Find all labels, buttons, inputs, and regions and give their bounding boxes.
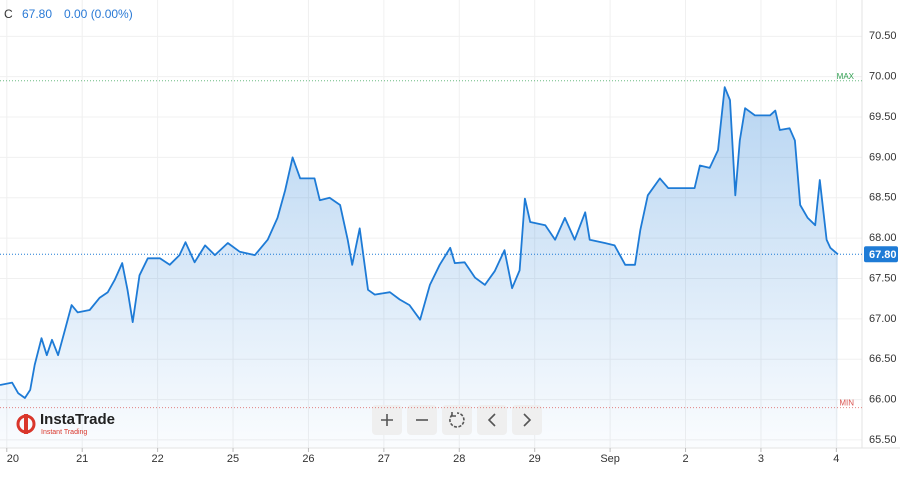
y-tick-label: 67.00	[869, 313, 897, 325]
y-tick-label: 67.50	[869, 272, 897, 284]
zoom-controls	[372, 405, 542, 435]
y-tick-label: 68.50	[869, 192, 897, 204]
logo-name: InstaTrade	[40, 411, 115, 428]
scroll-left-button[interactable]	[477, 405, 507, 435]
symbol: C	[4, 7, 13, 21]
zoom-in-button[interactable]	[372, 405, 402, 435]
max-line-label: MAX	[837, 72, 855, 81]
y-tick-label: 69.50	[869, 111, 897, 123]
x-tick-label: 2	[682, 453, 688, 465]
last-price-tag	[864, 246, 898, 263]
x-tick-label: 4	[833, 453, 839, 465]
logo: InstaTrade Instant Trading	[16, 411, 115, 436]
area	[0, 87, 838, 448]
x-tick-label: Sep	[600, 453, 620, 465]
y-tick-label: 70.50	[869, 30, 897, 42]
min-line-label: MIN	[839, 399, 854, 408]
y-tick-label: 69.00	[869, 151, 897, 163]
x-tick-label: 20	[7, 453, 19, 465]
zoom-out-button[interactable]	[407, 405, 437, 435]
y-tick-label: 66.00	[869, 393, 897, 405]
y-tick-label: 66.50	[869, 353, 897, 365]
x-tick-label: 3	[758, 453, 764, 465]
reset-button[interactable]	[442, 405, 472, 435]
logo-tagline: Instant Trading	[41, 429, 87, 436]
scroll-right-button[interactable]	[512, 405, 542, 435]
x-tick-label: 21	[76, 453, 88, 465]
price: 67.80	[22, 7, 52, 21]
x-tick-label: 22	[151, 453, 163, 465]
change: 0.00 (0.00%)	[64, 7, 133, 21]
y-tick-label: 70.00	[869, 71, 897, 83]
x-tick-label: 25	[227, 453, 239, 465]
x-tick-label: 29	[529, 453, 541, 465]
y-tick-label: 68.00	[869, 232, 897, 244]
x-tick-label: 27	[378, 453, 390, 465]
last-price-label: 67.80	[869, 249, 897, 261]
y-tick-label: 65.50	[869, 434, 897, 446]
x-tick-label: 26	[302, 453, 314, 465]
price-line	[0, 86, 839, 399]
x-tick-label: 28	[453, 453, 465, 465]
